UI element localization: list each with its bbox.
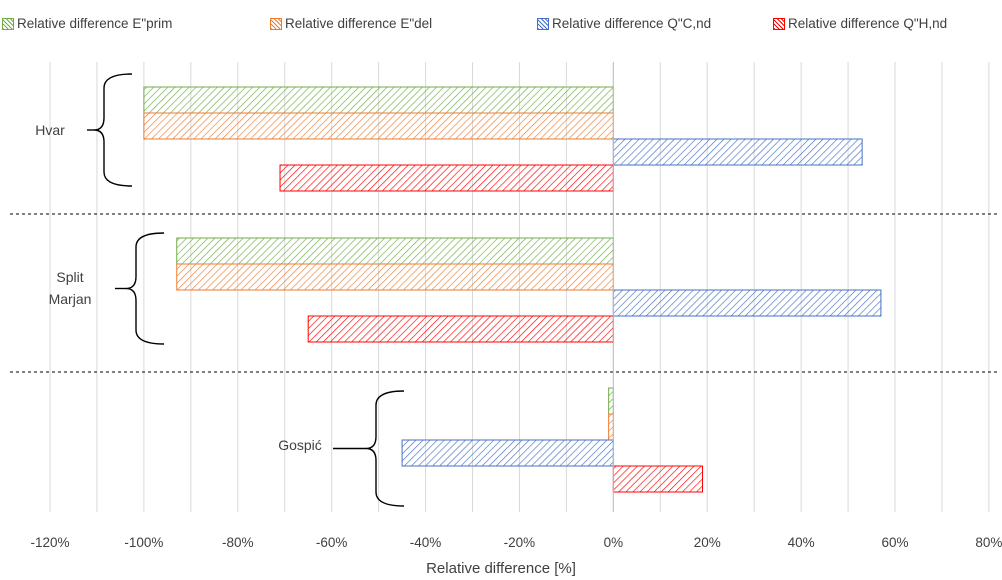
legend-item-q-h-nd: Relative difference Q"H,nd [773,16,947,31]
bar-hvar-e-del [143,112,614,140]
x-tick-label: 0% [603,535,624,550]
x-axis-title: Relative difference [%] [426,560,576,577]
group-label-hvar: Hvar [35,122,65,138]
group-label-gospic: Gospić [278,437,322,453]
bar-hvar-e-prim [143,86,614,114]
legend-swatch [2,17,14,30]
bar-split-marjan-e-del [176,263,614,291]
x-tick-label: 40% [787,535,815,550]
bar-hvar-q-h-nd [279,164,614,192]
bar-hvar-q-c-nd [612,138,863,166]
group-label-split-marjan: Split Marjan [48,269,92,307]
bar-gospic-e-prim [608,387,614,415]
legend-label: Relative difference E"del [285,16,433,31]
legend-label: Relative difference E"prim [17,16,173,31]
chart-legend: Relative difference E"prim Relative diffe… [0,16,1002,38]
bar-gospic-q-c-nd [401,439,614,467]
legend-swatch [773,17,785,30]
x-tick-label: -120% [30,535,70,550]
x-tick-label: -20% [503,535,536,550]
x-tick-label: 60% [881,535,909,550]
bar-gospic-q-h-nd [612,465,704,493]
bar-split-marjan-e-prim [176,237,614,265]
legend-label: Relative difference Q"H,nd [788,16,948,31]
bar-split-marjan-q-c-nd [612,289,882,317]
group-braces [87,73,405,507]
x-tick-label: -60% [315,535,348,550]
bar-split-marjan-q-h-nd [307,315,614,343]
x-tick-label: -80% [222,535,254,550]
legend-item-q-c-nd: Relative difference Q"C,nd [537,16,711,31]
legend-swatch [537,17,549,30]
brace-gospic [365,390,405,507]
legend-swatch [270,17,282,30]
legend-label: Relative difference Q"C,nd [552,16,712,31]
brace-hvar [93,73,133,187]
x-tick-label: -40% [409,535,442,550]
x-tick-label: 20% [693,535,721,550]
x-tick-label: -100% [124,535,164,550]
x-tick-label: 80% [975,535,1002,550]
brace-split-marjan [125,232,165,345]
group-separators [10,213,1000,373]
legend-item-e-prim: Relative difference E"prim [2,16,172,31]
legend-item-e-del: Relative difference E"del [270,16,432,31]
bars [143,62,882,512]
bar-gospic-e-del [608,413,614,441]
